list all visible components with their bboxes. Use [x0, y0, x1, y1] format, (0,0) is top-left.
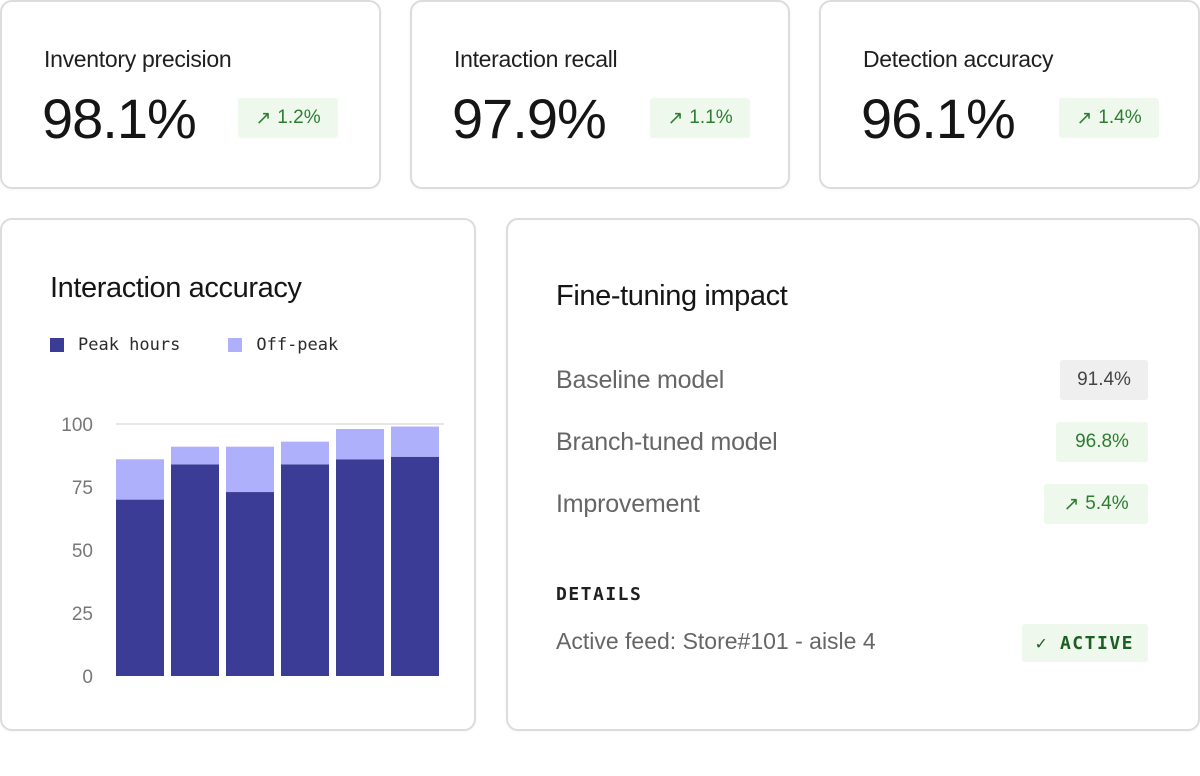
baseline-value: 91.4%	[1077, 369, 1131, 390]
tuned-value: 96.8%	[1075, 431, 1129, 452]
metric-card-detection-accuracy: Detection accuracy 96.1% ↗ 1.4%	[819, 0, 1200, 189]
delta-badge: ↗ 1.4%	[1059, 98, 1159, 138]
baseline-value-badge: 91.4%	[1060, 360, 1148, 400]
active-feed-text: Active feed: Store#101 - aisle 4	[556, 628, 876, 654]
legend-item-peak: Peak hours	[50, 335, 180, 355]
arrow-up-right-icon: ↗	[1076, 107, 1093, 129]
legend-label-offpeak: Off-peak	[256, 335, 339, 355]
impact-title: Fine-tuning impact	[556, 280, 788, 312]
bar-peak-hours	[116, 499, 164, 676]
chart-plot: 0 25 50 75 100	[61, 415, 444, 688]
legend-swatch-offpeak	[228, 338, 243, 352]
improvement-label: Improvement	[556, 490, 700, 518]
legend-label-peak: Peak hours	[78, 335, 181, 355]
bar-off-peak	[226, 446, 274, 493]
status-label: ACTIVE	[1059, 632, 1134, 654]
metric-value: 98.1%	[42, 87, 197, 150]
metric-title: Detection accuracy	[863, 46, 1054, 72]
delta-badge: ↗ 1.1%	[650, 98, 750, 138]
bar-peak-hours	[281, 464, 329, 676]
baseline-label: Baseline model	[556, 366, 725, 394]
y-tick-label: 0	[82, 667, 93, 688]
delta-value: 1.4%	[1098, 107, 1142, 128]
y-tick-label: 100	[61, 415, 93, 436]
tuned-label: Branch-tuned model	[556, 428, 778, 456]
arrow-up-right-icon: ↗	[667, 107, 684, 129]
improvement-value-badge: ↗ 5.4%	[1044, 484, 1148, 524]
bar-peak-hours	[336, 459, 384, 676]
improvement-value: 5.4%	[1085, 493, 1129, 514]
bar-off-peak	[171, 446, 219, 465]
details-heading: DETAILS	[556, 584, 643, 605]
delta-badge: ↗ 1.2%	[238, 98, 338, 138]
delta-value: 1.1%	[689, 107, 733, 128]
bar-peak-hours	[391, 456, 439, 676]
metric-title: Interaction recall	[454, 46, 618, 72]
metric-card-interaction-recall: Interaction recall 97.9% ↗ 1.1%	[410, 0, 790, 189]
bar-off-peak	[391, 426, 439, 457]
metric-value: 96.1%	[861, 87, 1016, 150]
arrow-up-right-icon: ↗	[255, 107, 272, 129]
y-tick-label: 50	[72, 541, 93, 562]
legend-swatch-peak	[50, 338, 64, 352]
bar-off-peak	[336, 429, 384, 460]
bar-off-peak	[281, 441, 329, 465]
check-icon: ✓	[1035, 632, 1048, 654]
bar-off-peak	[116, 459, 164, 500]
tuned-value-badge: 96.8%	[1056, 422, 1148, 462]
status-badge: ✓ ACTIVE	[1021, 624, 1148, 662]
metric-card-inventory-precision: Inventory precision 98.1% ↗ 1.2%	[0, 0, 381, 189]
metric-value: 97.9%	[452, 87, 607, 150]
y-tick-label: 25	[72, 604, 93, 625]
arrow-up-right-icon: ↗	[1063, 493, 1080, 515]
legend-item-offpeak: Off-peak	[228, 335, 338, 355]
chart-legend: Peak hours Off-peak	[50, 335, 386, 355]
metric-title: Inventory precision	[44, 46, 232, 72]
chart-title: Interaction accuracy	[50, 272, 302, 304]
y-tick-label: 75	[72, 478, 93, 499]
delta-value: 1.2%	[277, 107, 321, 128]
bar-peak-hours	[171, 464, 219, 676]
bar-peak-hours	[226, 492, 274, 676]
